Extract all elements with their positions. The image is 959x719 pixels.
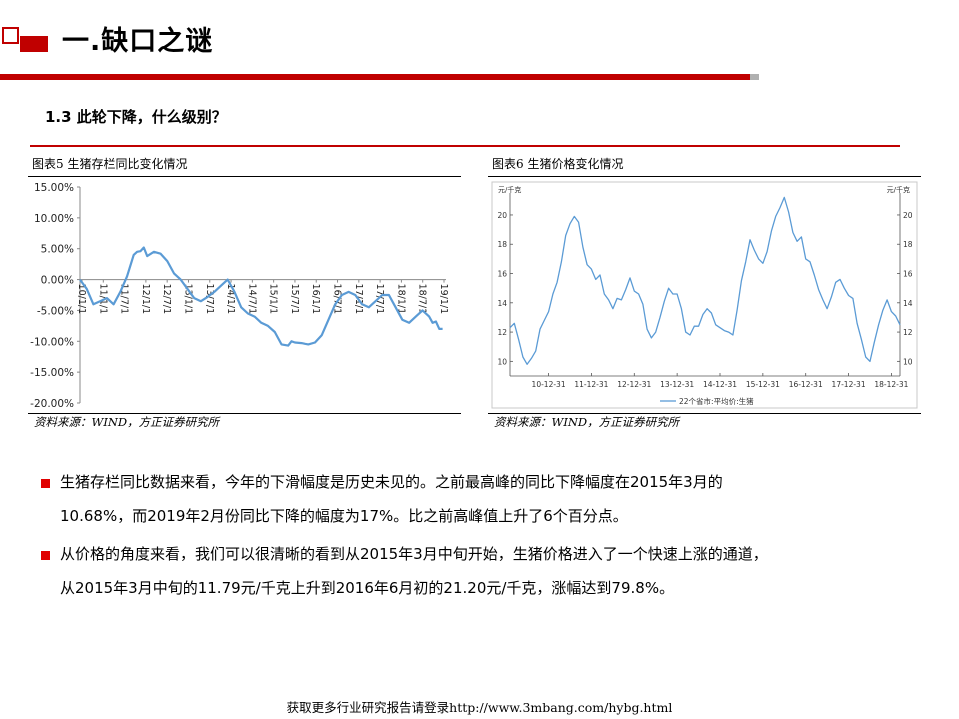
chart5-x-tick-label: 14/1/1	[225, 284, 236, 315]
chart6-y-tick-label: 16	[497, 270, 507, 279]
chart5-x-tick-label: 14/7/1	[246, 284, 257, 315]
figure5-source: 资料来源：WIND，方正证券研究所	[34, 415, 220, 429]
bullet-1	[41, 479, 50, 488]
chart6-x-tick-label: 15-12-31	[746, 380, 780, 389]
chart6-y-tick-label: 12	[497, 328, 507, 337]
chart5-x-tick-label: 18/1/1	[395, 284, 406, 315]
chart5-axes	[79, 187, 446, 403]
chart6-x-ticks: 10-12-31 11-12-31 12-12-31 13-12-31 14-12-31…	[532, 373, 909, 389]
chart5-y-tick-label: 0.00%	[41, 275, 74, 287]
chart5-x-tick-label: 12/7/1	[161, 284, 172, 315]
chart6-hog-price: 元/千克 元/千克 10 10 12 12 14 14 16 16 18 18 20 20 10-12…	[491, 181, 918, 409]
chart6-y-tick-label-right: 10	[903, 357, 913, 366]
chart5-y-tick-label: -10.00%	[30, 336, 74, 348]
chart6-y-ticks: 10 10 12 12 14 14 16 16 18 18 20 20	[497, 211, 912, 366]
chart5-x-tick-label: 13/7/1	[204, 284, 215, 315]
figure5-caption: 图表5 生猪存栏同比变化情况	[32, 157, 188, 171]
chart5-y-tick-label: -15.00%	[30, 367, 74, 379]
chart6-x-tick-label: 17-12-31	[832, 380, 866, 389]
chart6-x-tick-label: 11-12-31	[574, 380, 608, 389]
para1-line1: 生猪存栏同比数据来看，今年的下滑幅度是历史未见的。之前最高峰的同比下降幅度在20…	[60, 473, 723, 491]
chart5-x-tick-label: 15/7/1	[289, 284, 300, 315]
chart5-x-tick-label: 11/7/1	[119, 284, 130, 315]
chart5-y-tick-label: -5.00%	[37, 305, 74, 317]
chart6-y-tick-label-right: 14	[903, 299, 913, 308]
chart5-y-tick-label: 15.00%	[34, 182, 74, 194]
chart5-x-tick-label: 18/7/1	[417, 284, 428, 315]
figure6-caption: 图表6 生猪价格变化情况	[492, 157, 624, 171]
chart6-y-tick-label: 14	[497, 299, 507, 308]
figure6-top-rule	[488, 176, 921, 177]
page-title: 一.缺口之谜	[62, 26, 214, 57]
figure6-source: 资料来源：WIND，方正证券研究所	[494, 415, 680, 429]
chart6-x-tick-label: 12-12-31	[617, 380, 651, 389]
chart6-y-tick-label-right: 20	[903, 211, 913, 220]
logo-outline-square	[2, 27, 19, 44]
chart6-y-tick-label: 10	[497, 357, 507, 366]
chart5-y-tick-label: 5.00%	[41, 244, 74, 256]
chart6-x-tick-label: 13-12-31	[660, 380, 694, 389]
chart5-x-tick-label: 19/1/1	[438, 284, 449, 315]
chart5-y-ticks: -20.00% -15.00% -10.00% -5.00% 0.00% 5.00% 10.…	[30, 182, 80, 410]
para2-line1: 从价格的角度来看，我们可以很清晰的看到从2015年3月中旬开始，生猪价格进入了一…	[60, 545, 768, 563]
para2-line2: 从2015年3月中旬的11.79元/千克上升到2016年6月初的21.20元/千…	[60, 579, 675, 597]
chart6-x-tick-label: 16-12-31	[789, 380, 823, 389]
footer-link-text: 获取更多行业研究报告请登录http://www.3mbang.com/hybg.…	[286, 700, 673, 715]
chart6-x-tick-label: 14-12-31	[703, 380, 737, 389]
section-subtitle: 1.3 此轮下降，什么级别？	[45, 108, 227, 126]
title-underline	[0, 74, 750, 80]
chart6-y-tick-label: 18	[497, 240, 507, 249]
chart6-series-line	[509, 196, 901, 365]
figure5-top-rule	[28, 176, 461, 177]
bullet-2	[41, 551, 50, 560]
chart6-x-tick-label: 18-12-31	[874, 380, 908, 389]
section-divider	[30, 145, 900, 147]
chart5-x-tick-label: 12/1/1	[140, 284, 151, 315]
figure5-bottom-rule	[28, 413, 461, 414]
chart6-left-unit: 元/千克	[498, 185, 521, 194]
chart5-series-line	[79, 246, 443, 347]
chart6-x-tick-label: 10-12-31	[532, 380, 566, 389]
chart6-axes	[509, 193, 901, 377]
chart5-x-tick-label: 16/1/1	[310, 284, 321, 315]
chart5-y-tick-label: -20.00%	[30, 398, 74, 410]
chart5-x-tick-label: 16/7/1	[332, 284, 343, 315]
figure6-bottom-rule	[488, 413, 921, 414]
chart5-x-tick-label: 15/1/1	[268, 284, 279, 315]
para1-line2: 10.68%，而2019年2月份同比下降的幅度为17%。比之前高峰值上升了6个百…	[60, 507, 628, 525]
chart6-legend: 22个省市:平均价:生猪	[660, 396, 754, 406]
chart6-y-tick-label: 20	[497, 211, 507, 220]
chart5-y-tick-label: 10.00%	[34, 213, 74, 225]
chart6-y-tick-label-right: 16	[903, 270, 913, 279]
chart6-legend-label: 22个省市:平均价:生猪	[679, 396, 754, 406]
chart6-y-tick-label-right: 18	[903, 240, 913, 249]
logo-filled-block	[20, 36, 48, 52]
chart6-right-unit: 元/千克	[887, 185, 910, 194]
title-underline-end	[750, 74, 759, 80]
chart5-x-tick-label: 10/1/1	[76, 284, 87, 315]
chart5-x-tick-label: 13/1/1	[182, 284, 193, 315]
chart6-y-tick-label-right: 12	[903, 328, 913, 337]
chart5-x-ticks: 10/1/1 11/1/1 11/7/1 12/1/1 12/7/1 13/1/1 13/7…	[76, 279, 449, 315]
chart5-stock-yoy: -20.00% -15.00% -10.00% -5.00% 0.00% 5.00% 10.…	[30, 182, 449, 410]
